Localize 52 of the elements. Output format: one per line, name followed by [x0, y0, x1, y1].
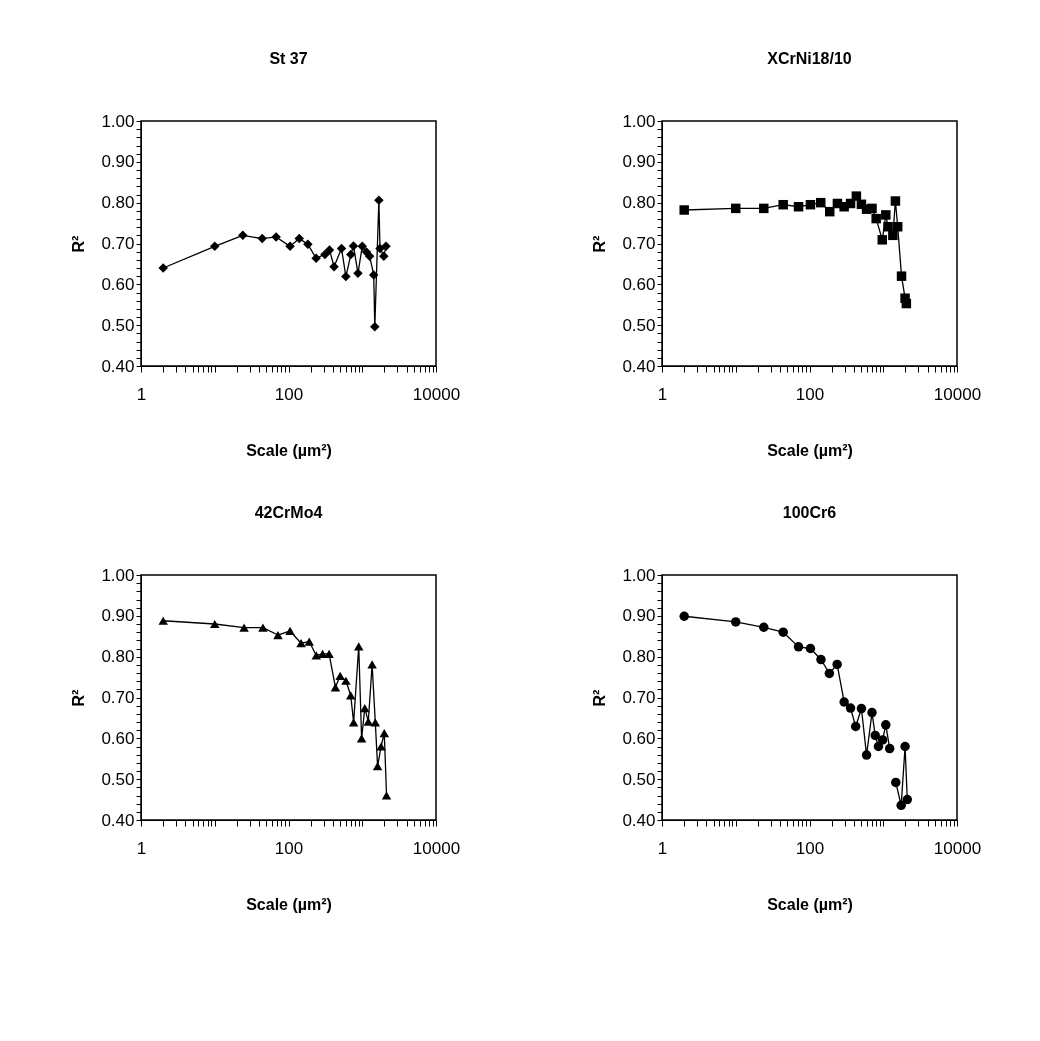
y-tick-label: 0.90	[622, 152, 656, 172]
x-tick-label: 10000	[933, 384, 982, 404]
y-tick-label: 0.60	[622, 728, 656, 748]
y-tick-label: 1.00	[101, 565, 135, 585]
y-tick-label: 0.70	[101, 688, 135, 707]
chart-title: St 37	[269, 50, 308, 67]
y-tick-label: 0.50	[622, 769, 656, 789]
y-tick-label: 0.50	[101, 315, 135, 335]
y-tick-label: 0.80	[101, 647, 135, 667]
y-tick-label: 0.90	[622, 606, 656, 626]
y-tick-label: 0.40	[622, 810, 656, 830]
y-tick-label: 0.60	[101, 728, 135, 748]
y-axis-title: R²	[591, 689, 609, 707]
x-tick-label: 1	[657, 838, 668, 858]
chart-title: 42CrMo4	[254, 504, 323, 521]
x-tick-label: 1	[657, 384, 668, 404]
y-tick-label: 0.40	[622, 356, 656, 376]
x-tick-label: 10000	[412, 384, 461, 404]
y-tick-label: 0.90	[101, 152, 135, 172]
x-axis-title: Scale (µm²)	[246, 441, 332, 459]
y-tick-label: 0.80	[622, 647, 656, 667]
chart-title: 100Cr6	[782, 504, 837, 521]
x-tick-label: 10000	[933, 838, 982, 858]
y-tick-label: 0.70	[622, 234, 656, 253]
x-axis-title: Scale (µm²)	[767, 441, 853, 459]
x-tick-label: 1	[136, 384, 147, 404]
y-tick-label: 0.40	[101, 810, 135, 830]
y-axis-title: R²	[591, 235, 609, 253]
y-tick-label: 1.00	[622, 111, 656, 131]
x-tick-label: 100	[274, 384, 304, 404]
y-tick-label: 0.50	[101, 769, 135, 789]
x-tick-label: 1	[136, 838, 147, 858]
y-tick-label: 0.60	[622, 274, 656, 294]
y-tick-label: 0.70	[622, 688, 656, 707]
y-tick-label: 0.80	[101, 193, 135, 213]
y-axis-title: R²	[70, 689, 88, 707]
y-tick-label: 0.70	[101, 234, 135, 253]
chart-title: XCrNi18/10	[767, 50, 852, 67]
y-axis-title: R²	[70, 235, 88, 253]
y-tick-label: 0.80	[622, 193, 656, 213]
x-tick-label: 100	[274, 838, 304, 858]
x-tick-label: 100	[795, 838, 825, 858]
x-axis-title: Scale (µm²)	[246, 895, 332, 913]
y-tick-label: 0.60	[101, 274, 135, 294]
x-tick-label: 100	[795, 384, 825, 404]
y-tick-label: 0.50	[622, 315, 656, 335]
x-tick-label: 10000	[412, 838, 461, 858]
y-tick-label: 1.00	[622, 565, 656, 585]
y-tick-label: 1.00	[101, 111, 135, 131]
x-axis-title: Scale (µm²)	[767, 895, 853, 913]
y-tick-label: 0.40	[101, 356, 135, 376]
y-tick-label: 0.90	[101, 606, 135, 626]
